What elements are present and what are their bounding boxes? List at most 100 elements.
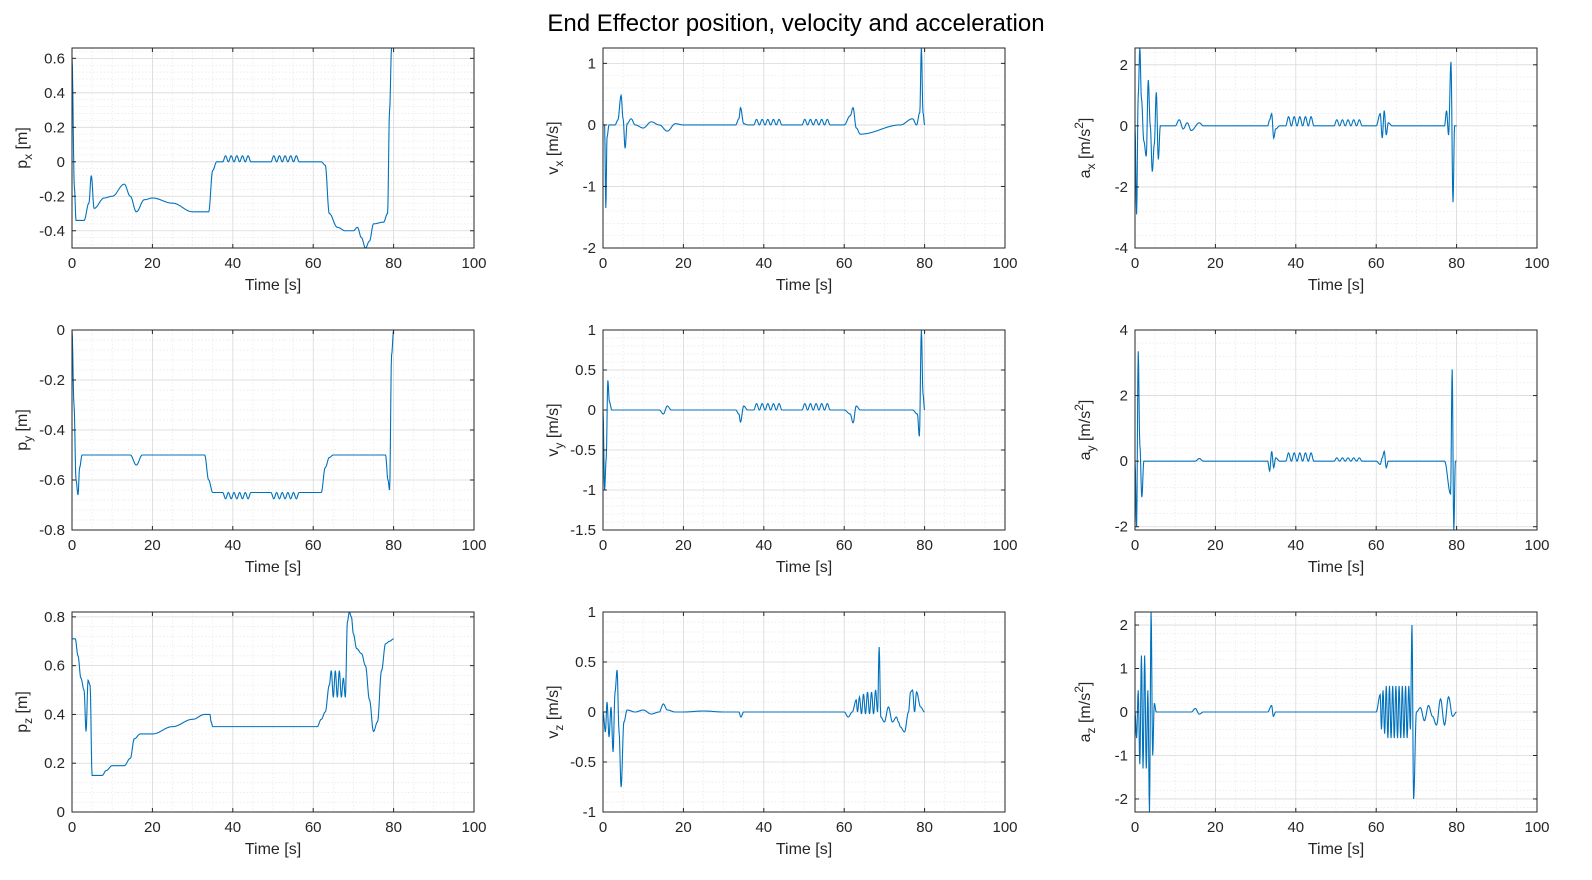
y-tick-label: -0.5 — [570, 442, 596, 459]
series-line-pz — [72, 612, 394, 776]
x-tick-label: 40 — [224, 255, 241, 272]
x-tick-label: 40 — [755, 819, 772, 836]
subplot-vx: 0 20 40 60 80 100 -2 -1 0 1 Time [s] vx [m/s] — [545, 47, 1018, 294]
x-tick-label: 0 — [599, 537, 607, 554]
y-tick-label: 0.8 — [44, 609, 65, 626]
x-tick-label: 60 — [836, 255, 853, 272]
x-tick-label: 40 — [755, 537, 772, 554]
x-tick-label: 0 — [599, 819, 607, 836]
y-tick-label: -1 — [583, 804, 596, 821]
y-tick-label: -1 — [1115, 747, 1128, 764]
y-tick-label: 0.2 — [44, 119, 65, 136]
y-tick-label: 0 — [1120, 453, 1128, 470]
subplot-pz: 0 20 40 60 80 100 0 0.2 0.4 0.6 0.8 Time [s] pz [m] — [14, 609, 487, 858]
x-tick-label: 80 — [1448, 537, 1465, 554]
x-tick-label: 20 — [144, 255, 161, 272]
x-axis-label: Time [s] — [1308, 277, 1364, 294]
series-line-ax — [1135, 48, 1457, 215]
y-tick-label: 1 — [1120, 661, 1128, 678]
series-line-px — [72, 48, 394, 248]
axes-box — [71, 47, 475, 249]
x-tick-label: 60 — [305, 537, 322, 554]
y-tick-label: 1 — [588, 322, 596, 339]
y-tick-label: 0.6 — [44, 50, 65, 67]
y-axis-label: py [m] — [14, 409, 35, 451]
y-tick-label: 0.6 — [44, 658, 65, 675]
subplot-vz: 0 20 40 60 80 100 -1 -0.5 0 0.5 1 Time [s] vz [m/s] — [545, 604, 1018, 858]
grid — [71, 48, 475, 248]
x-axis-label: Time [s] — [1308, 841, 1364, 858]
y-tick-label: 2 — [1120, 388, 1128, 405]
x-tick-label: 80 — [916, 255, 933, 272]
y-tick-label: -1.5 — [570, 522, 596, 539]
y-axis-label: az [m/s2] — [1072, 682, 1098, 743]
x-tick-label: 20 — [1207, 255, 1224, 272]
x-tick-label: 80 — [385, 255, 402, 272]
y-tick-label: 0 — [57, 804, 65, 821]
y-axis-label: vy [m/s] — [545, 403, 566, 456]
y-tick-label: -2 — [1115, 791, 1128, 808]
series-line-py — [72, 330, 395, 500]
x-tick-label: 20 — [1207, 537, 1224, 554]
x-tick-label: 100 — [992, 819, 1017, 836]
x-axis-label: Time [s] — [1308, 559, 1364, 576]
x-tick-label: 80 — [916, 537, 933, 554]
y-tick-label: 0.4 — [44, 85, 65, 102]
x-tick-label: 80 — [385, 537, 402, 554]
y-tick-label: 4 — [1120, 322, 1128, 339]
y-tick-label: 0 — [57, 322, 65, 339]
figure-title: End Effector position, velocity and acce… — [547, 10, 1045, 37]
x-tick-label: 60 — [836, 537, 853, 554]
axes-box — [71, 611, 475, 813]
x-tick-label: 20 — [1207, 819, 1224, 836]
y-tick-label: 0 — [57, 154, 65, 171]
x-tick-label: 40 — [224, 819, 241, 836]
subplot-px: 0 20 40 60 80 100 -0.4 -0.2 0 0.2 0.4 0.6 Time [s] px… — [14, 47, 487, 294]
y-tick-label: 0 — [1120, 118, 1128, 135]
plot-area — [1135, 330, 1537, 530]
axes-box — [1134, 329, 1538, 531]
x-tick-label: 100 — [461, 819, 486, 836]
x-tick-label: 40 — [755, 255, 772, 272]
subplot-az: 0 20 40 60 80 100 -2 -1 0 1 2 Time [s] az [m/s2] — [1072, 611, 1550, 858]
y-tick-label: 2 — [1120, 617, 1128, 634]
x-axis-label: Time [s] — [245, 559, 301, 576]
y-tick-label: 0.5 — [575, 654, 596, 671]
x-tick-label: 60 — [305, 819, 322, 836]
series-line-ay — [1135, 351, 1457, 530]
y-tick-label: -4 — [1115, 240, 1128, 257]
axes-box — [1134, 47, 1538, 249]
y-axis-label: ax [m/s2] — [1072, 118, 1098, 179]
x-axis-label: Time [s] — [245, 277, 301, 294]
series-line-vy — [603, 330, 926, 491]
x-tick-label: 40 — [1287, 255, 1304, 272]
x-tick-label: 40 — [224, 537, 241, 554]
y-tick-label: -2 — [1115, 179, 1128, 196]
series-line-vz — [603, 646, 925, 788]
x-tick-label: 60 — [836, 819, 853, 836]
x-axis-label: Time [s] — [776, 277, 832, 294]
y-tick-label: 1 — [588, 55, 596, 72]
axes-box — [602, 47, 1006, 249]
y-tick-label: 0.5 — [575, 362, 596, 379]
x-tick-label: 40 — [1287, 819, 1304, 836]
y-axis-label: ay [m/s2] — [1072, 400, 1098, 461]
axes-box — [602, 329, 1006, 531]
x-tick-label: 60 — [1368, 255, 1385, 272]
y-tick-label: 0 — [588, 704, 596, 721]
x-tick-label: 100 — [992, 537, 1017, 554]
y-tick-label: -0.4 — [39, 223, 65, 240]
x-axis-label: Time [s] — [776, 841, 832, 858]
x-tick-label: 100 — [1524, 537, 1549, 554]
x-tick-label: 80 — [916, 819, 933, 836]
y-tick-label: 0.4 — [44, 706, 65, 723]
y-axis-label: pz [m] — [14, 691, 35, 733]
y-tick-label: 0.2 — [44, 755, 65, 772]
series-line-az — [1135, 612, 1457, 812]
y-tick-label: -0.5 — [570, 754, 596, 771]
series-line-vx — [603, 48, 926, 209]
x-axis-label: Time [s] — [245, 841, 301, 858]
y-tick-label: -1 — [583, 178, 596, 195]
